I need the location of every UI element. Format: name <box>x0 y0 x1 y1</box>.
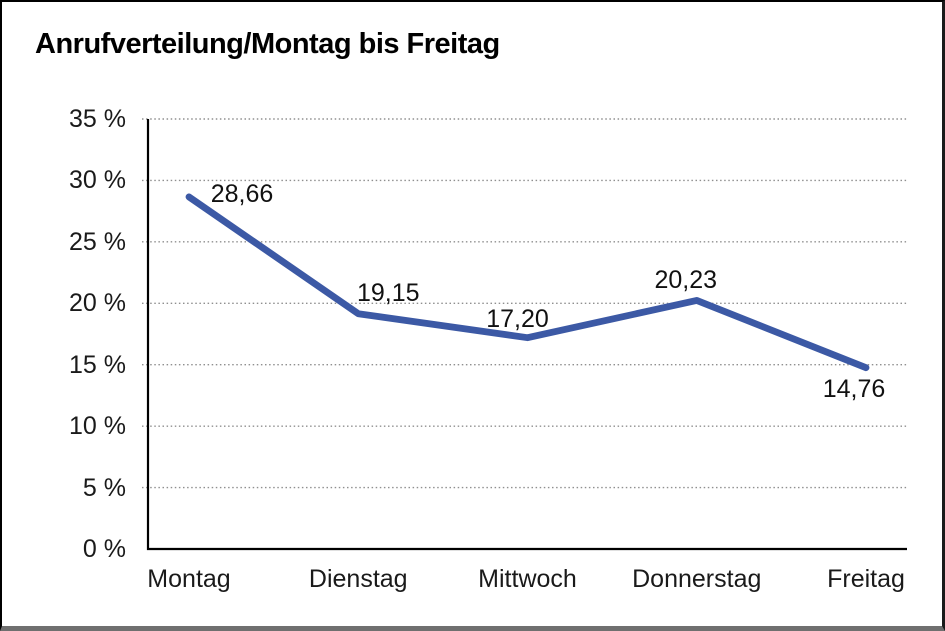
axis-line <box>146 119 907 551</box>
y-axis-tick-label: 35 % <box>69 105 126 133</box>
data-value-label: 14,76 <box>822 374 886 403</box>
y-axis-tick-label: 30 % <box>69 166 126 195</box>
series-line <box>185 193 870 372</box>
y-axis-tick-label: 25 % <box>69 227 126 256</box>
x-axis-category-label: Donnerstag <box>632 565 762 593</box>
data-value-label: 17,20 <box>486 304 549 333</box>
x-axis-category-label: Dienstag <box>308 565 408 593</box>
data-value-label: 19,15 <box>356 278 420 307</box>
data-value-label: 20,23 <box>654 266 718 295</box>
chart-title: Anrufverteilung/Montag bis Freitag <box>35 28 500 60</box>
data-value-label: 28,66 <box>210 179 274 208</box>
y-axis-tick-label: 15 % <box>69 350 126 379</box>
gridlines <box>142 118 907 489</box>
y-axis-tick-label: 20 % <box>69 289 126 318</box>
y-axis-tick-label: 5 % <box>82 473 126 502</box>
x-axis-category-label: Freitag <box>827 565 905 593</box>
x-axis-category-label: Montag <box>147 565 231 593</box>
y-axis-tick-label: 0 % <box>82 535 126 563</box>
y-axis-tick-label: 10 % <box>69 412 126 441</box>
x-axis-category-label: Mittwoch <box>478 565 577 593</box>
